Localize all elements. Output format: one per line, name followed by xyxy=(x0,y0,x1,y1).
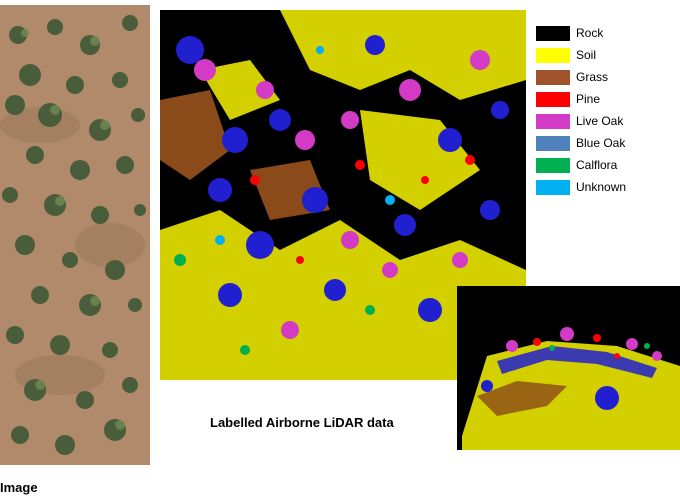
legend-item-grass: Grass xyxy=(536,68,676,90)
legend-item-calflora: Calflora xyxy=(536,156,676,178)
legend-item-pine: Pine xyxy=(536,90,676,112)
legend-swatch-calflora xyxy=(536,158,570,173)
legend-label-live-oak: Live Oak xyxy=(576,114,624,128)
lidar-point-cloud-top xyxy=(160,10,526,380)
legend-item-soil: Soil xyxy=(536,46,676,68)
legend-item-rock: Rock xyxy=(536,24,676,46)
legend-item-unknown: Unknown xyxy=(536,178,676,200)
legend-item-blue-oak: Blue Oak xyxy=(536,134,676,156)
legend-item-live-oak: Live Oak xyxy=(536,112,676,134)
legend-swatch-blue-oak xyxy=(536,136,570,151)
legend-swatch-rock xyxy=(536,26,570,41)
aerial-tree-canopy xyxy=(0,5,150,465)
legend-label-grass: Grass xyxy=(576,70,609,84)
lidar-perspective-view xyxy=(457,286,680,450)
legend-swatch-pine xyxy=(536,92,570,107)
legend-label-pine: Pine xyxy=(576,92,601,106)
legend-swatch-grass xyxy=(536,70,570,85)
aerial-image xyxy=(0,5,150,465)
lidar-point-cloud-perspective xyxy=(457,286,680,450)
legend-label-unknown: Unknown xyxy=(576,180,627,194)
class-legend: Rock Soil Grass Pine Live Oak Blue Oak C… xyxy=(536,24,676,200)
legend-label-rock: Rock xyxy=(576,26,604,40)
legend-label-soil: Soil xyxy=(576,48,597,62)
lidar-caption: Labelled Airborne LiDAR data xyxy=(210,415,394,430)
legend-swatch-live-oak xyxy=(536,114,570,129)
lidar-top-view xyxy=(160,10,526,380)
legend-swatch-unknown xyxy=(536,180,570,195)
legend-swatch-soil xyxy=(536,48,570,63)
legend-label-calflora: Calflora xyxy=(576,158,618,172)
legend-label-blue-oak: Blue Oak xyxy=(576,136,626,150)
aerial-image-caption: Image xyxy=(0,480,38,495)
